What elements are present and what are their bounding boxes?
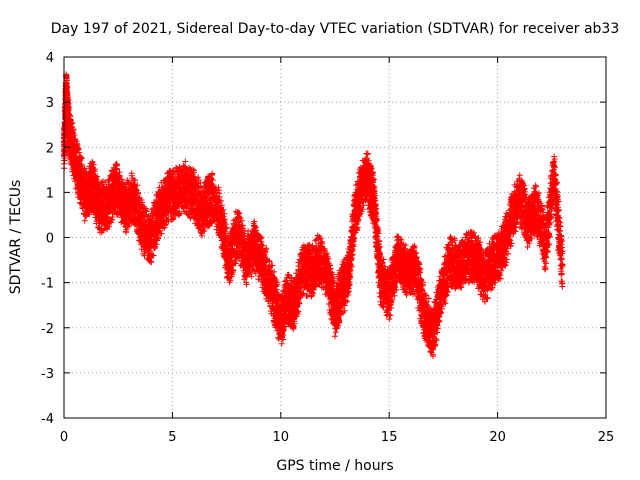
x-axis-label: GPS time / hours (276, 458, 393, 474)
y-axis-label: SDTVAR / TECUs (8, 180, 24, 295)
x-tick-label: 15 (381, 430, 398, 445)
x-tick-label: 10 (273, 430, 290, 445)
data-points (60, 71, 566, 360)
y-tick-label: -2 (41, 322, 54, 337)
x-tick-label: 0 (60, 430, 68, 445)
x-tick-label: 20 (489, 430, 506, 445)
x-tick-label: 25 (598, 430, 615, 445)
x-tick-labels: 0 5 10 15 20 25 (60, 430, 614, 445)
x-tick-label: 5 (168, 430, 176, 445)
y-tick-label: -3 (41, 367, 54, 382)
scatter-markers (60, 71, 566, 360)
y-tick-label: -4 (41, 412, 54, 427)
y-tick-label: 2 (46, 141, 54, 156)
axis-ticks (63, 56, 607, 419)
y-tick-label: 0 (46, 232, 54, 247)
y-tick-label: -1 (41, 277, 54, 292)
y-tick-labels: -4 -3 -2 -1 0 1 2 3 4 (41, 51, 54, 427)
y-tick-label: 3 (46, 96, 54, 111)
y-tick-label: 1 (46, 186, 54, 201)
chart-title: Day 197 of 2021, Sidereal Day-to-day VTE… (51, 21, 620, 37)
y-tick-label: 4 (46, 51, 54, 66)
